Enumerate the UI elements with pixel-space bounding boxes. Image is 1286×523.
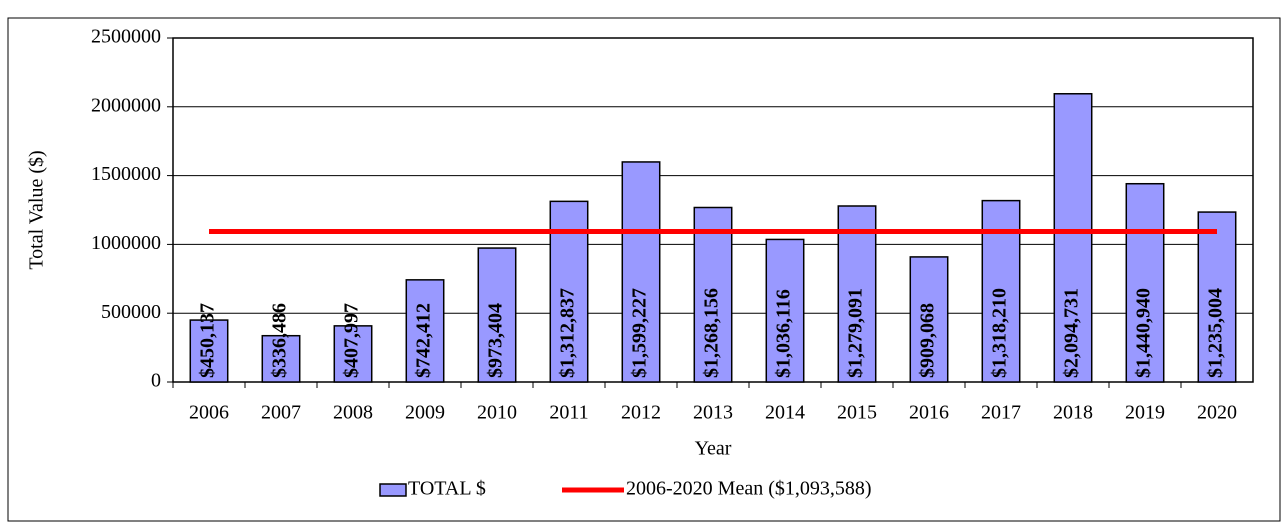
legend-label: TOTAL $ [408,478,486,500]
x-tick-label: 2011 [549,402,588,424]
bar [1125,182,1165,383]
x-tick-label: 2013 [693,402,733,424]
x-tick-label: 2017 [981,402,1021,424]
bar [261,334,301,383]
bar [189,319,229,383]
value-label: $973,404 [485,303,507,378]
bar [909,256,949,383]
value-label: $1,036,116 [773,289,795,378]
bar [765,238,805,383]
value-label: $1,279,091 [845,288,867,378]
x-tick-label: 2009 [405,402,445,424]
value-label: $1,599,227 [629,288,651,378]
value-label: $909,068 [917,303,939,378]
x-tick-label: 2008 [333,402,373,424]
value-label: $1,318,210 [989,288,1011,378]
x-tick-label: 2010 [477,402,517,424]
bar [1053,93,1093,383]
legend-label: 2006-2020 Mean ($1,093,588) [626,478,872,500]
x-tick-label: 2019 [1125,402,1165,424]
bar [333,325,373,383]
y-tick-label: 500000 [101,301,161,323]
y-tick-label: 2000000 [91,94,161,116]
x-tick-label: 2012 [621,402,661,424]
x-tick-label: 2016 [909,402,949,424]
bar [693,206,733,383]
x-tick-label: 2007 [261,402,301,424]
y-tick-label: 2500000 [91,26,161,48]
bar [477,247,517,383]
bar [621,161,661,383]
value-label: $742,412 [413,303,435,378]
bar [837,205,877,383]
value-label: $336,486 [269,303,291,378]
legend-swatch [379,483,407,497]
x-tick-label: 2006 [189,402,229,424]
value-label: $1,235,004 [1205,288,1227,378]
x-tick-label: 2018 [1053,402,1093,424]
y-tick-label: 1000000 [91,232,161,254]
x-tick-label: 2020 [1197,402,1237,424]
x-tick-label: 2014 [765,402,805,424]
x-tick-label: 2015 [837,402,877,424]
y-axis-label: Total Value ($) [26,150,48,269]
bar [405,279,445,383]
value-label: $450,137 [197,303,219,378]
y-tick-label: 1500000 [91,163,161,185]
value-label: $1,268,156 [701,288,723,378]
value-label: $2,094,731 [1061,288,1083,378]
value-label: $1,312,837 [557,288,579,378]
y-tick-label: 0 [151,370,161,392]
value-label: $407,997 [341,303,363,378]
bar [1197,211,1237,383]
x-axis-label: Year [695,438,732,460]
value-label: $1,440,940 [1133,288,1155,378]
